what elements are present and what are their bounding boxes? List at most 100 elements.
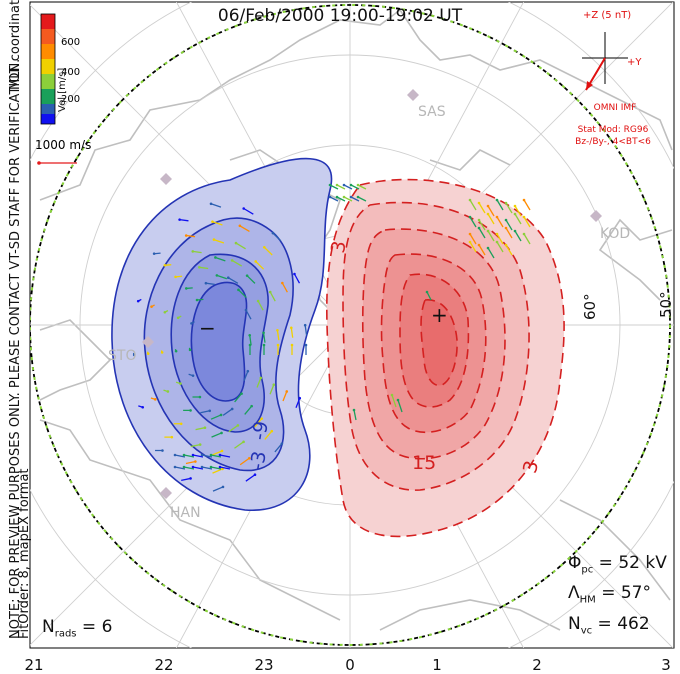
velocity-vector	[293, 273, 301, 284]
velocity-vector	[245, 474, 256, 482]
dusk-cell-sign: −	[199, 316, 216, 340]
velocity-vector-origin	[477, 201, 481, 205]
velocity-vector	[505, 244, 513, 256]
contour-label-dusk-3: -3	[246, 449, 271, 472]
velocity-vector	[201, 466, 213, 470]
velocity-vector	[391, 394, 397, 408]
hm-boundary	[30, 4, 671, 646]
velocity-vector	[478, 219, 486, 231]
velocity-vector-origin	[254, 260, 258, 263]
velocity-vector	[487, 213, 495, 225]
velocity-vector-origin	[189, 477, 192, 480]
velocity-vector	[514, 230, 522, 242]
velocity-vector	[234, 441, 244, 449]
velocity-vector	[426, 291, 432, 301]
velocity-vector	[514, 205, 522, 217]
velocity-vector-origin	[272, 383, 276, 387]
velocity-vector	[192, 454, 204, 458]
velocity-vector-origin	[356, 195, 360, 199]
velocity-vector	[234, 393, 243, 403]
velocity-vector-origin	[396, 398, 400, 402]
colorbar-tick-400: 400	[61, 67, 81, 78]
velocity-vector-origin	[141, 405, 145, 409]
velocity-vector-origin	[328, 183, 332, 187]
velocity-vector	[469, 216, 477, 228]
velocity-vector-origin	[495, 215, 499, 219]
velocity-vector	[269, 291, 276, 302]
velocity-vector	[222, 408, 233, 416]
velocity-vector-origin	[504, 226, 508, 230]
velocity-vector-origin	[209, 465, 213, 469]
velocity-vector	[179, 218, 189, 222]
velocity-vector	[190, 443, 201, 448]
velocity-vector	[281, 282, 288, 293]
velocity-vector	[343, 184, 353, 190]
velocity-vector-origin	[152, 252, 156, 256]
stat-model-line1: Stat Mod: RG96	[577, 125, 649, 135]
velocity-vector-origin	[335, 195, 339, 199]
velocity-vector-origin	[289, 326, 293, 330]
velocity-vector	[329, 184, 339, 190]
velocity-vector-origin	[220, 431, 223, 435]
phi-pc-value: 52 kV	[618, 553, 667, 573]
velocity-vector-origin	[176, 316, 180, 320]
velocity-vector-origin	[246, 369, 250, 373]
velocity-vector	[478, 244, 486, 256]
velocity-vector-origin	[132, 353, 136, 357]
velocity-vector-origin	[263, 245, 266, 249]
velocity-vector	[211, 432, 222, 438]
velocity-vector	[243, 207, 254, 215]
velocity-vector	[212, 486, 224, 492]
velocity-vector-origin	[260, 417, 264, 420]
velocity-vector-origin	[146, 352, 150, 355]
velocity-vector-origin	[342, 183, 346, 187]
dawn-cell	[325, 178, 565, 538]
velocity-vector-origin	[513, 212, 517, 216]
velocity-vector	[219, 454, 231, 458]
velocity-vector	[211, 450, 223, 456]
velocity-vector	[192, 250, 202, 254]
velocity-vector-origin	[214, 256, 217, 259]
velocity-vector-origin	[226, 276, 230, 280]
velocity-vector	[329, 196, 339, 202]
velocity-vector	[505, 219, 513, 231]
velocity-vector	[257, 300, 264, 311]
dusk-cell	[111, 157, 333, 511]
coordinates-label: MLT coordinates	[8, 0, 23, 90]
velocity-vector	[215, 256, 226, 262]
site-kod: KOD	[600, 226, 631, 242]
velocity-vector	[231, 259, 243, 267]
site-han: HAN	[170, 505, 201, 521]
lambda-hm-value: 57°	[620, 583, 651, 603]
velocity-vector-origin	[253, 473, 257, 477]
map-title: 06/Feb/2000 19:00-19:02 UT	[217, 6, 463, 26]
mlt-label-3: 3	[661, 656, 671, 674]
velocity-vector	[249, 335, 252, 346]
velocity-vector-origin	[242, 440, 245, 444]
site-sas: SAS	[418, 104, 446, 120]
velocity-vector-origin	[513, 229, 517, 233]
velocity-vector-origin	[262, 331, 265, 335]
velocity-vector-origin	[237, 288, 240, 292]
velocity-vector	[174, 454, 186, 458]
velocity-vector	[353, 409, 357, 421]
velocity-vector	[181, 477, 191, 482]
velocity-vector-origin	[276, 328, 279, 332]
velocity-vector	[357, 184, 367, 190]
velocity-vector-origin	[182, 453, 186, 457]
velocity-vector-origin	[390, 393, 394, 397]
site-markers	[142, 89, 602, 499]
velocity-vector	[200, 410, 210, 414]
velocity-vector	[487, 230, 495, 242]
velocity-vector	[487, 205, 495, 217]
velocity-vector	[201, 454, 213, 458]
velocity-vector-origin	[200, 453, 204, 457]
velocity-vector	[469, 233, 477, 245]
velocity-vector-origin	[184, 234, 188, 237]
mlt-label-22: 22	[154, 656, 174, 674]
velocity-vector	[523, 216, 531, 228]
velocity-vector-origin	[245, 274, 249, 277]
velocity-vector-origin	[270, 429, 274, 433]
velocity-vector	[272, 232, 282, 242]
velocity-vector-origin	[242, 207, 246, 210]
